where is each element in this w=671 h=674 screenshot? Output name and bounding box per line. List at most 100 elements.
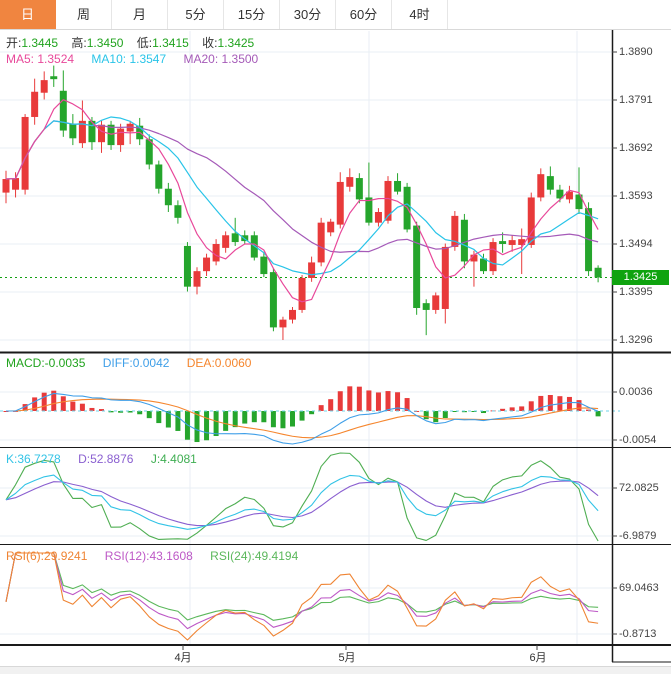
- candle-body: [174, 205, 182, 218]
- tab-30min[interactable]: 30分: [280, 0, 336, 29]
- candle-body: [50, 76, 58, 80]
- candle-body: [193, 271, 201, 287]
- candle-body: [241, 235, 249, 242]
- tab-4hour[interactable]: 4时: [392, 0, 448, 29]
- macd-bar: [519, 406, 525, 411]
- macd-bar: [576, 400, 582, 411]
- tab-15min[interactable]: 15分: [224, 0, 280, 29]
- candle-body: [155, 164, 163, 189]
- candle-body: [12, 178, 20, 190]
- macd-bar: [318, 405, 324, 411]
- candle-body: [565, 191, 573, 200]
- macd-bar: [156, 411, 162, 424]
- kdj-axis-label: 72.0825: [619, 482, 659, 494]
- candle-body: [327, 221, 335, 233]
- candle-body: [556, 189, 564, 199]
- macd-bar: [251, 411, 257, 423]
- candle-body: [78, 120, 86, 144]
- candle-body: [365, 197, 373, 223]
- ma10-line: [5, 116, 599, 276]
- tab-month[interactable]: 月: [112, 0, 168, 29]
- macd-bar: [79, 403, 85, 411]
- candle-body: [346, 177, 354, 187]
- macd-bar: [595, 411, 601, 417]
- macd-bar: [471, 411, 477, 412]
- candle-body: [594, 267, 602, 278]
- candle-body: [308, 262, 316, 278]
- rsi24-value: RSI(24):49.4194: [210, 549, 299, 563]
- tab-week[interactable]: 周: [56, 0, 112, 29]
- candle-body: [117, 128, 125, 146]
- tab-5min[interactable]: 5分: [168, 0, 224, 29]
- ma20-readout: MA20: 1.3500: [183, 52, 259, 66]
- tab-day[interactable]: 日: [0, 0, 56, 29]
- d-value: D:52.8876: [78, 452, 134, 466]
- ma20-line: [5, 120, 599, 253]
- candle-body: [231, 233, 239, 243]
- macd-bar: [32, 397, 38, 411]
- price-axis-label: 1.3791: [619, 94, 653, 106]
- candle-body: [394, 180, 402, 192]
- open-value: 1.3445: [21, 36, 59, 50]
- macd-bar: [146, 411, 152, 419]
- macd-bar: [261, 411, 267, 423]
- macd-bar: [366, 390, 372, 411]
- candle-body: [518, 239, 526, 245]
- high-label: 高:: [71, 36, 87, 50]
- k-line: [5, 474, 599, 530]
- tab-60min[interactable]: 60分: [336, 0, 392, 29]
- macd-bar: [509, 407, 515, 411]
- month-axis-label: 6月: [529, 652, 547, 664]
- candle-body: [317, 222, 325, 263]
- macd-bar: [538, 395, 544, 411]
- macd-bar: [375, 392, 381, 411]
- k-value: K:36.7278: [6, 452, 61, 466]
- macd-bar: [99, 409, 104, 411]
- dea-value: DEA:0.0060: [186, 356, 252, 370]
- candle-body: [508, 240, 516, 245]
- macd-bar: [433, 411, 439, 423]
- candle-body: [164, 188, 172, 206]
- ma5-line: [5, 99, 599, 303]
- macd-bar: [51, 390, 57, 411]
- close-value: 1.3425: [217, 36, 255, 50]
- candle-body: [212, 244, 220, 262]
- rsi-axis-label: -0.8713: [619, 628, 657, 640]
- rsi6-value: RSI(6):29.9241: [6, 549, 88, 563]
- macd-value: MACD:-0.0035: [6, 356, 86, 370]
- price-axis-label: 1.3692: [619, 142, 653, 154]
- macd-bar: [60, 396, 66, 411]
- kdj-readout: K:36.7278 D:52.8876 J:4.4081: [6, 452, 211, 466]
- macd-bar: [395, 392, 401, 411]
- macd-bar: [586, 409, 592, 411]
- macd-bar: [22, 404, 28, 411]
- j-value: J:4.4081: [150, 452, 197, 466]
- low-label: 低:: [136, 36, 153, 50]
- macd-bar: [404, 398, 410, 411]
- candle-body: [374, 212, 382, 223]
- candle-body: [269, 272, 277, 328]
- macd-bar: [385, 391, 391, 411]
- macd-bar: [175, 411, 181, 431]
- macd-bar: [89, 407, 95, 411]
- candle-body: [107, 124, 115, 146]
- kdj-axis-label: -6.9879: [619, 530, 657, 542]
- j-line: [5, 452, 599, 542]
- ma-readout: MA5: 1.3524 MA10: 1.3547 MA20: 1.3500: [6, 52, 272, 66]
- macd-bar: [547, 395, 553, 411]
- macd-bar: [118, 411, 124, 413]
- candle-body: [336, 181, 344, 225]
- macd-bar: [337, 391, 343, 411]
- macd-bar: [299, 411, 305, 421]
- macd-bar: [461, 411, 467, 413]
- diff-line: [5, 392, 599, 445]
- macd-bar: [328, 399, 334, 411]
- high-value: 1.3450: [86, 36, 124, 50]
- macd-bar: [500, 408, 506, 411]
- bottom-strip: [0, 666, 671, 674]
- candle-body: [432, 295, 440, 310]
- candle-body: [203, 257, 211, 272]
- rsi12-line: [5, 552, 599, 630]
